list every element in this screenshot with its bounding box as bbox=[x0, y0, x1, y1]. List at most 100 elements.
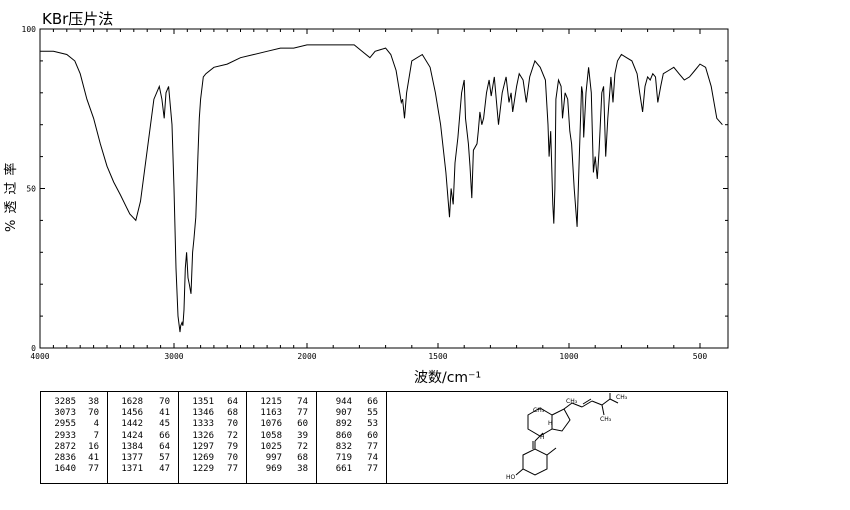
peak-table-row: 969 38 bbox=[247, 464, 316, 474]
molecular-structure-diagram: CH₃ CH₃ CH₃ CH₃ H H HO bbox=[506, 393, 628, 481]
peak-transmittance: 68 bbox=[227, 408, 238, 419]
peak-table-row: 860 60 bbox=[317, 431, 386, 441]
peak-transmittance: 77 bbox=[227, 464, 238, 475]
methylene-bond bbox=[546, 447, 557, 456]
peak-table-column: 1351 64 1346 68 1333 70 1326 72 1297 79 1269 70 1229… bbox=[179, 392, 247, 483]
x-tick-label: 500 bbox=[693, 352, 708, 361]
methyl-label: CH₃ bbox=[533, 407, 545, 414]
peak-transmittance: 39 bbox=[297, 430, 308, 441]
peak-table-row: 1076 60 bbox=[247, 419, 316, 429]
peak-table-column: 944 66 907 55 892 53 860 60 832 77 719 74 661 77 bbox=[317, 392, 387, 483]
peak-wavenumber: 1377 bbox=[121, 453, 143, 463]
peak-wavenumber: 719 bbox=[335, 453, 352, 463]
peak-table-row: 2933 7 bbox=[41, 431, 107, 441]
side-chain-bond bbox=[581, 400, 593, 408]
triene-bond bbox=[534, 432, 544, 442]
peak-transmittance: 47 bbox=[159, 464, 170, 475]
hydrogen-label: H bbox=[548, 420, 553, 427]
peak-wavenumber: 1163 bbox=[260, 408, 282, 419]
peak-transmittance: 41 bbox=[88, 453, 99, 463]
peak-wavenumber: 892 bbox=[335, 419, 352, 430]
peak-table-row: 661 77 bbox=[317, 464, 386, 474]
peak-table-row: 3285 38 bbox=[41, 397, 107, 407]
peak-transmittance: 57 bbox=[159, 453, 170, 463]
peak-transmittance: 60 bbox=[297, 419, 308, 430]
x-tick-label: 1000 bbox=[559, 352, 578, 361]
x-axis-label: 波数/cm⁻¹ bbox=[414, 370, 481, 386]
side-chain-bond bbox=[609, 398, 619, 404]
side-chain-bond bbox=[563, 402, 573, 410]
side-chain-bond bbox=[601, 398, 611, 406]
peak-table-row: 907 55 bbox=[317, 408, 386, 418]
ring-a-bond bbox=[522, 448, 548, 476]
peak-transmittance: 66 bbox=[159, 430, 170, 441]
peak-table-row: 1384 64 bbox=[108, 442, 178, 452]
peak-transmittance: 70 bbox=[227, 453, 238, 463]
peak-wavenumber: 1456 bbox=[121, 408, 143, 419]
ring-d-bond bbox=[551, 408, 571, 432]
peak-table-row: 1377 57 bbox=[108, 453, 178, 463]
x-tick-label: 4000 bbox=[30, 352, 49, 361]
x-tick-label: 2000 bbox=[297, 352, 316, 361]
y-axis-label: %透过率 bbox=[3, 163, 19, 232]
peak-wavenumber: 1384 bbox=[121, 441, 143, 452]
peak-transmittance: 70 bbox=[159, 397, 170, 407]
peak-table-row: 1456 41 bbox=[108, 408, 178, 418]
peak-wavenumber: 1326 bbox=[192, 430, 214, 441]
peak-table-column: 3285 38 3073 70 2955 4 2933 7 2872 16 2836 41 1640 77 bbox=[41, 392, 108, 483]
y-tick-label: 50 bbox=[26, 185, 36, 194]
peak-wavenumber: 1640 bbox=[54, 464, 76, 475]
peak-transmittance: 64 bbox=[159, 441, 170, 452]
peak-wavenumber: 1442 bbox=[121, 419, 143, 430]
peak-wavenumber: 3073 bbox=[54, 408, 76, 419]
peak-transmittance: 16 bbox=[88, 441, 99, 452]
side-chain-bond bbox=[601, 404, 605, 416]
peak-table-row: 944 66 bbox=[317, 397, 386, 407]
peak-wavenumber: 1058 bbox=[260, 430, 282, 441]
peak-transmittance: 74 bbox=[367, 453, 378, 463]
x-tick-label: 1500 bbox=[428, 352, 447, 361]
peak-wavenumber: 1371 bbox=[121, 464, 143, 475]
peak-table-row: 1333 70 bbox=[179, 419, 246, 429]
peak-table-row: 1163 77 bbox=[247, 408, 316, 418]
peak-table-row: 997 68 bbox=[247, 453, 316, 463]
peak-table-column: 1628 70 1456 41 1442 45 1424 66 1384 64 1377 57 1371… bbox=[108, 392, 179, 483]
peak-transmittance: 55 bbox=[367, 408, 378, 419]
peak-transmittance: 4 bbox=[93, 419, 99, 430]
peak-transmittance: 77 bbox=[297, 408, 308, 419]
side-chain-double-bond bbox=[582, 398, 592, 405]
peak-wavenumber: 1351 bbox=[192, 397, 214, 407]
peak-table-row: 892 53 bbox=[317, 419, 386, 429]
peak-table: 3285 38 3073 70 2955 4 2933 7 2872 16 2836 41 1640 77… bbox=[40, 391, 728, 484]
axis-ticks bbox=[39, 28, 729, 349]
peak-wavenumber: 860 bbox=[335, 430, 352, 441]
peak-transmittance: 38 bbox=[297, 464, 308, 475]
peak-transmittance: 68 bbox=[297, 453, 308, 463]
peak-table-row: 1424 66 bbox=[108, 431, 178, 441]
peak-wavenumber: 832 bbox=[335, 441, 352, 452]
peak-wavenumber: 997 bbox=[265, 453, 282, 463]
peak-transmittance: 41 bbox=[159, 408, 170, 419]
peak-table-row: 1640 77 bbox=[41, 464, 107, 474]
transmittance-series-line bbox=[40, 44, 723, 333]
peak-wavenumber: 661 bbox=[335, 464, 352, 475]
plot-area-frame bbox=[39, 28, 729, 349]
peak-wavenumber: 1215 bbox=[260, 397, 282, 407]
peak-wavenumber: 969 bbox=[265, 464, 282, 475]
peak-table-row: 1025 72 bbox=[247, 442, 316, 452]
peak-transmittance: 64 bbox=[227, 397, 238, 407]
peak-wavenumber: 3285 bbox=[54, 397, 76, 407]
peak-table-row: 1297 79 bbox=[179, 442, 246, 452]
peak-table-row: 1229 77 bbox=[179, 464, 246, 474]
side-chain-bond bbox=[571, 402, 583, 408]
peak-transmittance: 70 bbox=[227, 419, 238, 430]
peak-wavenumber: 1628 bbox=[121, 397, 143, 407]
peak-transmittance: 72 bbox=[297, 441, 308, 452]
peak-table-row: 2872 16 bbox=[41, 442, 107, 452]
peak-table-row: 1269 70 bbox=[179, 453, 246, 463]
peak-transmittance: 45 bbox=[159, 419, 170, 430]
peak-table-row: 1346 68 bbox=[179, 408, 246, 418]
peak-wavenumber: 1346 bbox=[192, 408, 214, 419]
peak-wavenumber: 1333 bbox=[192, 419, 214, 430]
